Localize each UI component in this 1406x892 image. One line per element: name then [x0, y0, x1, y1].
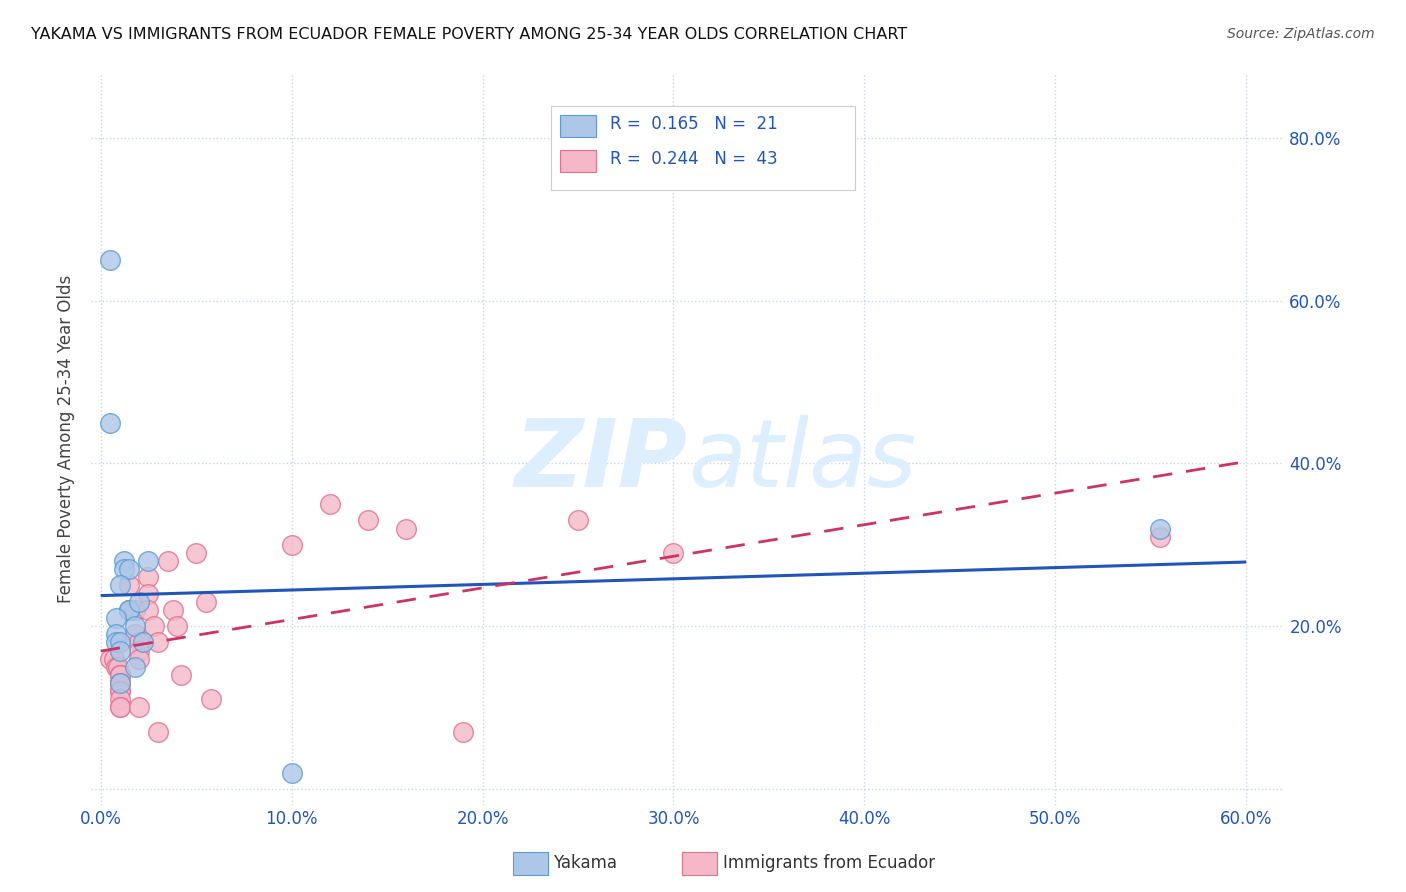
FancyBboxPatch shape — [560, 115, 596, 136]
Point — [124, 603, 146, 617]
Point — [108, 692, 131, 706]
Point — [280, 538, 302, 552]
Point — [146, 724, 169, 739]
Text: Immigrants from Ecuador: Immigrants from Ecuador — [723, 855, 935, 872]
Point — [98, 651, 121, 665]
FancyBboxPatch shape — [560, 150, 596, 172]
Point — [108, 676, 131, 690]
Point — [186, 546, 208, 560]
Point — [108, 635, 131, 649]
Point — [108, 700, 131, 714]
Point — [170, 668, 193, 682]
FancyBboxPatch shape — [551, 106, 855, 190]
Point — [162, 603, 184, 617]
Point — [108, 684, 131, 698]
Point — [143, 619, 166, 633]
Point — [118, 603, 141, 617]
Point — [124, 660, 146, 674]
Point — [124, 619, 146, 633]
Point — [194, 595, 217, 609]
Point — [1149, 530, 1171, 544]
Point — [108, 700, 131, 714]
Text: R =  0.244   N =  43: R = 0.244 N = 43 — [610, 151, 778, 169]
Point — [112, 554, 135, 568]
Point — [128, 651, 150, 665]
Point — [138, 586, 160, 600]
Point — [118, 578, 141, 592]
Point — [146, 635, 169, 649]
Point — [1149, 521, 1171, 535]
Point — [108, 668, 131, 682]
Point — [108, 668, 131, 682]
Point — [118, 562, 141, 576]
Text: YAKAMA VS IMMIGRANTS FROM ECUADOR FEMALE POVERTY AMONG 25-34 YEAR OLDS CORRELATI: YAKAMA VS IMMIGRANTS FROM ECUADOR FEMALE… — [31, 27, 907, 42]
Point — [104, 635, 127, 649]
Point — [138, 554, 160, 568]
Point — [280, 765, 302, 780]
Point — [108, 676, 131, 690]
Point — [357, 513, 380, 527]
Point — [567, 513, 589, 527]
Point — [108, 668, 131, 682]
Point — [453, 724, 475, 739]
Point — [156, 554, 179, 568]
Point — [98, 416, 121, 430]
Point — [107, 660, 129, 674]
Point — [662, 546, 685, 560]
Point — [108, 643, 131, 657]
Y-axis label: Female Poverty Among 25-34 Year Olds: Female Poverty Among 25-34 Year Olds — [58, 275, 75, 603]
Point — [108, 676, 131, 690]
Point — [118, 603, 141, 617]
Text: R =  0.165   N =  21: R = 0.165 N = 21 — [610, 115, 778, 133]
Text: ZIP: ZIP — [515, 415, 688, 507]
Point — [112, 562, 135, 576]
Point — [104, 627, 127, 641]
Text: Yakama: Yakama — [553, 855, 617, 872]
Point — [108, 578, 131, 592]
Point — [166, 619, 188, 633]
Point — [128, 635, 150, 649]
Point — [131, 635, 153, 649]
Point — [104, 660, 127, 674]
Point — [319, 497, 342, 511]
Point — [395, 521, 418, 535]
Point — [118, 603, 141, 617]
Text: Source: ZipAtlas.com: Source: ZipAtlas.com — [1227, 27, 1375, 41]
Point — [104, 611, 127, 625]
Point — [124, 627, 146, 641]
Point — [98, 253, 121, 268]
Point — [128, 700, 150, 714]
Point — [138, 570, 160, 584]
Point — [200, 692, 222, 706]
Point — [108, 684, 131, 698]
Text: atlas: atlas — [688, 416, 917, 507]
Point — [128, 643, 150, 657]
Point — [128, 595, 150, 609]
Point — [103, 651, 125, 665]
Point — [138, 603, 160, 617]
